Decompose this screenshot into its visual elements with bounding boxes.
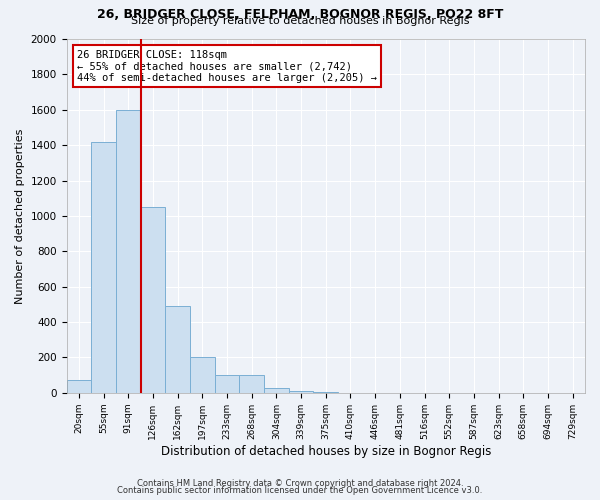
Bar — [239, 375, 264, 393]
Bar — [116, 110, 140, 393]
Text: 26 BRIDGER CLOSE: 118sqm
← 55% of detached houses are smaller (2,742)
44% of sem: 26 BRIDGER CLOSE: 118sqm ← 55% of detach… — [77, 50, 377, 83]
Bar — [313, 392, 338, 393]
Bar — [67, 380, 91, 393]
Bar — [190, 358, 215, 393]
Text: 26, BRIDGER CLOSE, FELPHAM, BOGNOR REGIS, PO22 8FT: 26, BRIDGER CLOSE, FELPHAM, BOGNOR REGIS… — [97, 8, 503, 20]
Text: Contains public sector information licensed under the Open Government Licence v3: Contains public sector information licen… — [118, 486, 482, 495]
Bar — [264, 388, 289, 393]
Bar — [140, 207, 165, 393]
Bar — [289, 391, 313, 393]
Bar — [215, 375, 239, 393]
Bar — [91, 142, 116, 393]
Y-axis label: Number of detached properties: Number of detached properties — [15, 128, 25, 304]
X-axis label: Distribution of detached houses by size in Bognor Regis: Distribution of detached houses by size … — [161, 444, 491, 458]
Bar — [165, 306, 190, 393]
Text: Size of property relative to detached houses in Bognor Regis: Size of property relative to detached ho… — [131, 16, 469, 26]
Text: Contains HM Land Registry data © Crown copyright and database right 2024.: Contains HM Land Registry data © Crown c… — [137, 478, 463, 488]
